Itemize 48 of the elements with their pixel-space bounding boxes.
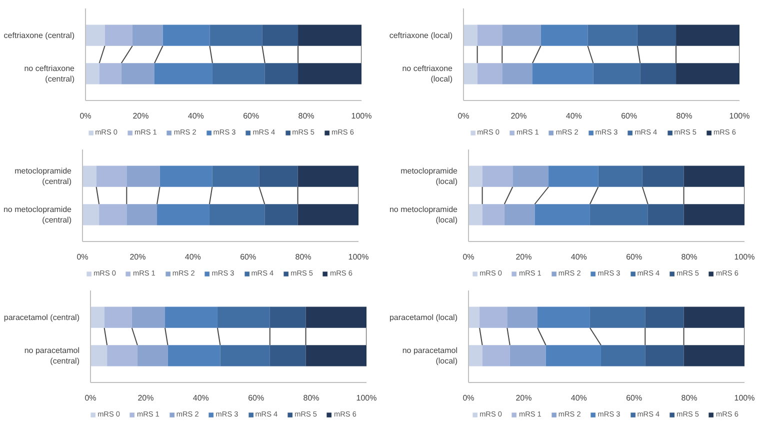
x-tick-label: 80% [681, 394, 698, 402]
y-tick-label: ceftriaxone (central) [4, 30, 75, 40]
y-tick-label: metoclopramide (local) [400, 166, 458, 186]
x-tick-label: 40% [188, 112, 204, 120]
y-tick-label: metoclopramide (central) [14, 166, 72, 186]
x-tick-label: 20% [510, 112, 527, 120]
x-tick-label: 80% [676, 112, 692, 120]
x-tick-label: 100% [734, 394, 755, 402]
x-tick-label: 0% [462, 394, 474, 402]
x-tick-label: 20% [132, 112, 149, 120]
x-tick-label: 40% [192, 394, 209, 402]
x-tick-label: 100% [729, 112, 750, 120]
x-tick-label: 0% [80, 112, 92, 120]
y-tick-label: no paracetamol (central) [24, 346, 80, 366]
x-tick-label: 20% [516, 252, 532, 262]
x-tick-label: 20% [516, 394, 532, 402]
x-tick-label: 40% [566, 112, 582, 120]
x-tick-label: 80% [303, 394, 320, 402]
x-tick-label: 60% [248, 394, 264, 402]
x-tick-label: 0% [458, 112, 470, 120]
y-tick-label: no metoclopramide (local) [389, 204, 458, 225]
y-tick-label: no ceftriaxone (local) [402, 64, 454, 84]
y-tick-label: no metoclopramide (central) [3, 204, 72, 225]
y-tick-label: paracetamol (central) [4, 312, 80, 322]
x-tick-label: 100% [356, 394, 377, 402]
x-tick-label: 60% [240, 252, 256, 262]
y-tick-label: no ceftriaxone (central) [24, 64, 76, 84]
x-tick-label: 80% [681, 252, 698, 262]
x-tick-label: 100% [351, 112, 372, 120]
x-tick-label: 100% [348, 252, 369, 262]
x-tick-label: 60% [621, 112, 638, 120]
x-tick-label: 0% [76, 252, 88, 262]
x-tick-label: 60% [626, 394, 642, 402]
x-tick-label: 60% [626, 252, 642, 262]
x-tick-label: 40% [570, 252, 587, 262]
x-tick-label: 20% [138, 394, 154, 402]
x-tick-label: 60% [243, 112, 260, 120]
y-tick-label: paracetamol (local) [389, 312, 458, 322]
x-tick-label: 20% [130, 252, 146, 262]
x-tick-label: 80% [298, 112, 314, 120]
x-tick-label: 80% [295, 252, 312, 262]
x-tick-label: 100% [734, 252, 755, 262]
x-tick-label: 40% [184, 252, 201, 262]
y-tick-label: no paracetamol (local) [402, 346, 458, 366]
y-tick-label: ceftriaxone (local) [389, 30, 453, 40]
x-tick-label: 0% [462, 252, 474, 262]
x-tick-label: 0% [84, 394, 96, 402]
x-tick-label: 40% [570, 394, 587, 402]
